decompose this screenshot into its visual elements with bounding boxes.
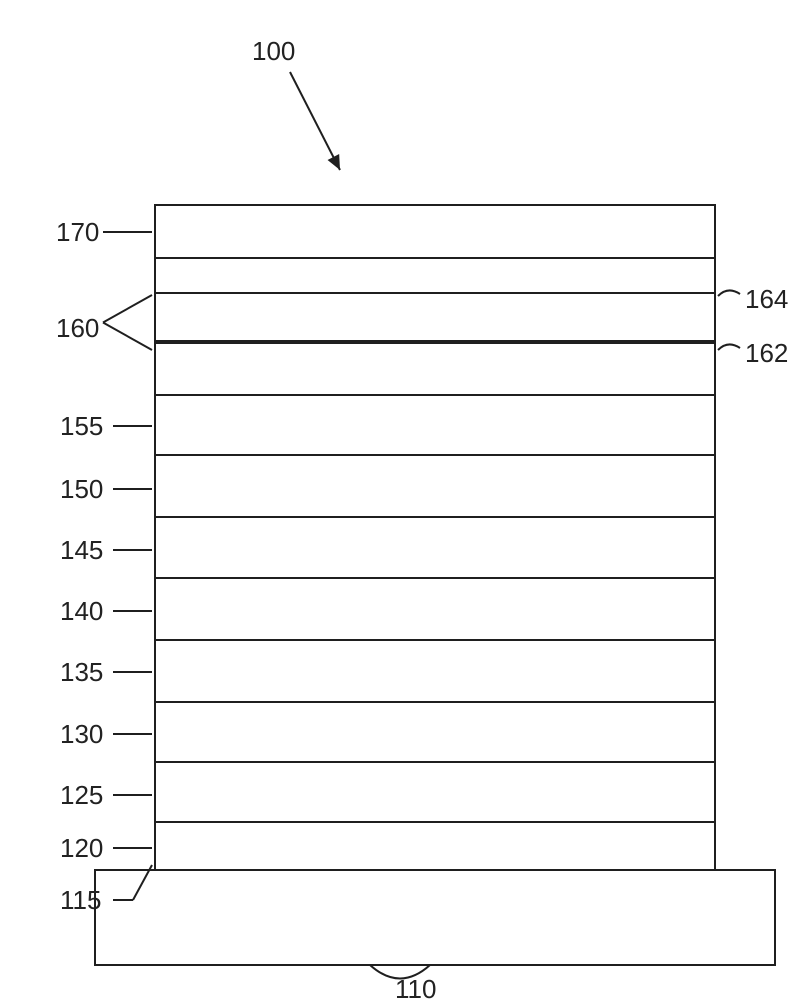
patent-layer-diagram	[0, 0, 808, 1000]
